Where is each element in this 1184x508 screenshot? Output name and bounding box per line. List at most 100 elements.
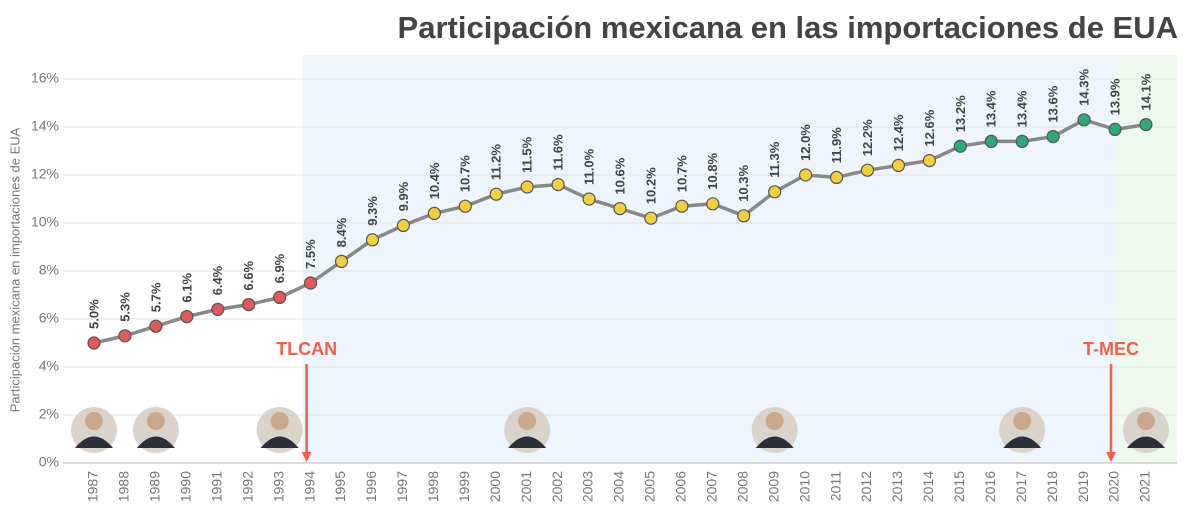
x-tick-label: 1999 xyxy=(456,471,472,502)
point xyxy=(149,319,163,333)
point xyxy=(458,199,472,213)
data-label: 11.2% xyxy=(489,144,504,181)
data-label: 5.0% xyxy=(86,299,101,329)
data-label: 12.2% xyxy=(860,119,875,156)
data-label: 10.4% xyxy=(427,162,442,199)
president-photo xyxy=(504,407,551,453)
photo-suit xyxy=(136,436,175,448)
point xyxy=(891,158,906,172)
photo-head xyxy=(1013,412,1032,430)
x-tick-label: 1987 xyxy=(85,471,101,502)
photo-head xyxy=(1136,412,1155,430)
point xyxy=(334,254,349,268)
y-tick-label: 8% xyxy=(39,262,59,278)
y-tick-label: 6% xyxy=(39,310,59,326)
photo-suit xyxy=(260,436,299,448)
x-tick-label: 1990 xyxy=(178,471,194,502)
data-label: 13.9% xyxy=(1107,78,1122,115)
point xyxy=(829,170,844,184)
x-tick-label: 1992 xyxy=(239,471,255,502)
x-tick-label: 2014 xyxy=(920,471,936,502)
point xyxy=(737,209,751,223)
point xyxy=(984,134,998,148)
president-photo xyxy=(132,407,179,453)
point xyxy=(706,197,720,211)
y-tick-label: 10% xyxy=(31,214,59,230)
data-label: 12.6% xyxy=(922,109,937,146)
data-label: 10.7% xyxy=(674,155,689,192)
x-tick-label: 1994 xyxy=(301,471,317,502)
chart-title: Participación mexicana en las importacio… xyxy=(398,10,1178,45)
x-tick-label: 2003 xyxy=(580,471,596,502)
y-tick-label: 0% xyxy=(39,454,59,470)
point xyxy=(489,187,503,201)
annotation: T-MEC xyxy=(1083,339,1139,359)
photo-suit xyxy=(508,436,547,448)
data-label: 11.0% xyxy=(581,148,596,185)
x-tick-label: 2004 xyxy=(611,471,627,502)
x-tick-label: 2008 xyxy=(734,471,750,502)
point xyxy=(520,180,534,194)
x-tick-label: 1996 xyxy=(363,471,379,502)
photo-head xyxy=(85,412,103,430)
region xyxy=(302,55,1118,463)
y-axis-title: Participación mexicana en importaciones … xyxy=(7,127,22,412)
president-photo xyxy=(256,407,303,453)
point xyxy=(675,199,689,213)
data-label: 13.2% xyxy=(953,95,968,132)
x-tick-label: 2012 xyxy=(858,471,874,502)
data-label: 6.4% xyxy=(210,265,225,295)
point xyxy=(922,154,936,168)
data-label: 10.8% xyxy=(705,152,720,189)
point xyxy=(551,178,565,192)
x-tick-label: 1991 xyxy=(208,471,224,502)
data-label: 10.2% xyxy=(643,167,658,204)
x-tick-label: 2017 xyxy=(1013,471,1029,502)
annotation-arrowhead xyxy=(301,452,312,462)
data-label: 13.6% xyxy=(1046,85,1061,122)
data-label: 10.6% xyxy=(612,157,627,194)
data-label: 5.7% xyxy=(148,282,163,312)
data-label: 11.9% xyxy=(829,127,844,164)
point xyxy=(1108,122,1122,136)
annotation-arrowhead xyxy=(1106,452,1117,462)
data-label: 6.9% xyxy=(272,253,287,283)
y-tick-label: 2% xyxy=(39,406,59,422)
president-photo xyxy=(751,407,798,453)
photo-suit xyxy=(1003,436,1042,448)
photo-head xyxy=(518,412,537,430)
photo-suit xyxy=(755,436,794,448)
y-tick-label: 12% xyxy=(31,166,59,182)
point xyxy=(242,298,256,312)
data-label: 14.3% xyxy=(1077,68,1092,105)
point xyxy=(768,185,782,199)
data-label: 9.3% xyxy=(365,196,380,226)
point xyxy=(365,233,380,247)
point xyxy=(87,336,101,350)
x-tick-label: 2011 xyxy=(827,471,843,501)
point xyxy=(273,290,287,304)
point xyxy=(1046,130,1060,144)
x-tick-label: 2007 xyxy=(704,471,720,502)
x-tick-label: 2020 xyxy=(1106,471,1122,502)
point xyxy=(953,139,967,153)
data-label: 10.3% xyxy=(736,164,751,201)
data-label: 11.3% xyxy=(767,141,782,178)
x-tick-label: 2005 xyxy=(642,471,658,502)
point xyxy=(396,218,410,232)
point xyxy=(799,168,813,182)
data-label: 14.1% xyxy=(1138,73,1153,110)
data-label: 11.6% xyxy=(551,134,566,171)
data-label: 12.4% xyxy=(891,114,906,151)
president-photo xyxy=(1122,407,1169,453)
x-tick-label: 2018 xyxy=(1044,471,1060,502)
point xyxy=(118,329,132,343)
data-label: 6.1% xyxy=(179,273,194,303)
photo-suit xyxy=(75,436,113,448)
x-tick-label: 2000 xyxy=(487,471,503,502)
x-tick-label: 1998 xyxy=(425,471,441,502)
data-label: 9.9% xyxy=(396,181,411,211)
point xyxy=(582,192,596,206)
point xyxy=(427,206,441,220)
